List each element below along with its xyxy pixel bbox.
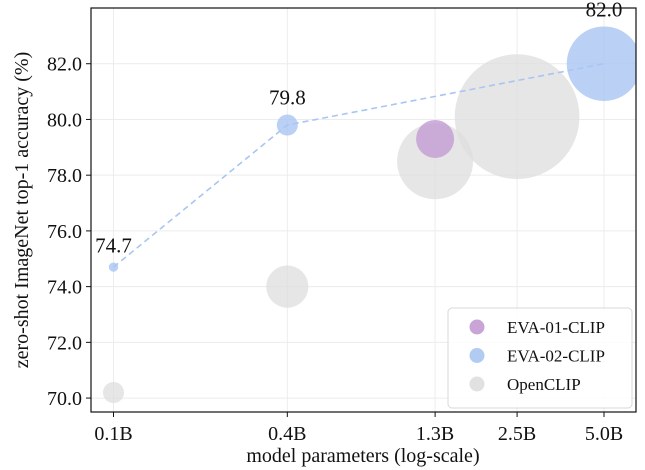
- x-tick-label: 0.4B: [268, 423, 306, 445]
- x-axis-title: model parameters (log-scale): [246, 445, 479, 467]
- openclip-point: [266, 265, 309, 308]
- lines-layer: [112, 62, 605, 268]
- y-tick-label: 74.0: [47, 277, 82, 299]
- bubbles-layer: [102, 26, 636, 404]
- y-tick-label: 72.0: [47, 332, 82, 354]
- y-axis-title: zero-shot ImageNet top-1 accuracy (%): [11, 52, 33, 369]
- data-labels-layer: 74.7 79.8 82.0: [95, 0, 622, 257]
- eva-02-clip-data-label: 82.0: [586, 0, 623, 21]
- y-tick-label: 82.0: [47, 54, 82, 76]
- eva-02-clip-data-label: 79.8: [269, 85, 306, 109]
- x-tick-label: 2.5B: [498, 423, 536, 445]
- ticks-layer: 0.1B 0.4B 1.3B 2.5B 5.0B 70.0 72.0 74.0 76.0 78.0…: [47, 54, 623, 445]
- eva-01-clip-point: [416, 119, 455, 158]
- y-tick-label: 76.0: [47, 221, 82, 243]
- legend-marker-openclip: [469, 376, 485, 392]
- x-tick-label: 1.3B: [416, 423, 454, 445]
- grid: [91, 8, 636, 412]
- legend: EVA-01-CLIP EVA-02-CLIP OpenCLIP: [447, 307, 633, 409]
- legend-box: [447, 307, 633, 409]
- openclip-point: [102, 381, 125, 404]
- x-tick-label: 0.1B: [94, 423, 132, 445]
- y-tick-label: 70.0: [47, 388, 82, 410]
- eva-02-clip-line: [112, 62, 605, 268]
- legend-label-openclip: OpenCLIP: [507, 375, 581, 394]
- x-tick-label: 5.0B: [585, 423, 623, 445]
- legend-label-eva-02-clip: EVA-02-CLIP: [507, 347, 605, 366]
- openclip-point: [454, 54, 580, 180]
- legend-marker-eva-02-clip: [469, 348, 485, 363]
- eva-02-clip-data-label: 74.7: [95, 233, 132, 257]
- legend-marker-eva-01-clip: [469, 319, 485, 335]
- y-tick-label: 80.0: [47, 109, 82, 131]
- eva-02-clip-point: [566, 26, 636, 101]
- legend-label-eva-01-clip: EVA-01-CLIP: [507, 318, 605, 337]
- y-tick-label: 78.0: [47, 165, 82, 187]
- plot-frame: [90, 7, 637, 413]
- openclip-point: [397, 123, 474, 200]
